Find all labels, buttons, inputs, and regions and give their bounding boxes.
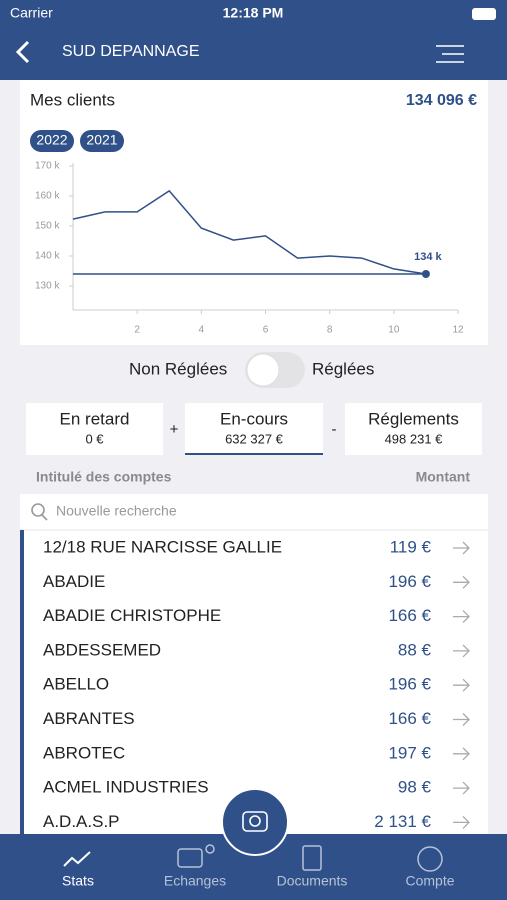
tab-label: Documents: [277, 873, 348, 889]
toggle-right: Réglées: [312, 359, 374, 378]
y-tick-label: 170 k: [35, 161, 60, 172]
back-button[interactable]: [15, 40, 30, 64]
tab-label: Compte: [405, 873, 454, 889]
search-icon: [41, 514, 48, 521]
menu-button[interactable]: [436, 45, 464, 63]
row-arrow: [453, 713, 470, 726]
toggle-knob: [246, 353, 280, 387]
row-arrow: [453, 575, 470, 589]
row-arrow: [453, 747, 470, 761]
row-amount: 119 €: [390, 537, 432, 556]
row-arrow: [453, 610, 470, 624]
summary-box[interactable]: [345, 403, 482, 455]
operator: +: [170, 421, 179, 438]
header-title: SUD DEPANNAGE: [62, 43, 200, 60]
selected-underline: [185, 453, 323, 455]
row-amount: 196 €: [388, 572, 431, 591]
row-arrow: [453, 644, 470, 658]
row-arrow: [453, 815, 470, 829]
tab-icon: [177, 848, 203, 868]
row-amount: 98 €: [398, 778, 432, 797]
y-tick-label: 150 k: [35, 221, 60, 232]
row-name: ABELLO: [43, 675, 109, 694]
col-amount: Montant: [416, 469, 471, 485]
camera-icon: [242, 811, 268, 832]
summary-value: 498 231 €: [385, 431, 444, 446]
line-series: [72, 189, 427, 275]
row-amount: 166 €: [388, 606, 431, 625]
row-amount: 88 €: [398, 640, 432, 659]
summary-label: En-cours: [220, 409, 288, 428]
time: 12:18 PM: [223, 5, 284, 21]
year-tag[interactable]: [30, 130, 74, 152]
list-card: [20, 494, 488, 834]
card-title: Mes clients: [30, 90, 115, 109]
y-tick-label: 140 k: [35, 251, 60, 262]
row-name: 12/18 RUE NARCISSE GALLIE: [43, 537, 282, 556]
summary-label: En retard: [60, 409, 130, 428]
summary-label: Réglements: [368, 409, 459, 428]
row-name: ABRANTES: [43, 709, 135, 728]
y-tick-label: 160 k: [35, 191, 60, 202]
search-input[interactable]: Nouvelle recherche: [56, 503, 177, 519]
tab-icon: [302, 845, 322, 871]
year-tag[interactable]: [80, 130, 124, 152]
tab-label: Stats: [62, 873, 94, 889]
tab-icon: [63, 851, 91, 867]
year-tag-label: 2021: [86, 132, 117, 148]
operator: -: [332, 421, 337, 438]
row-arrow: [453, 678, 470, 692]
row-amount: 166 €: [388, 709, 431, 728]
row-amount: 197 €: [388, 743, 431, 762]
row-name: ACMEL INDUSTRIES: [43, 778, 209, 797]
list-accent: [20, 530, 24, 834]
chart-card: [20, 80, 488, 345]
nav-bar: [0, 0, 507, 80]
year-tag-label: 2022: [36, 132, 67, 148]
tab-icon: [205, 844, 215, 854]
card-total: 134 096 €: [406, 92, 477, 109]
battery: [472, 8, 496, 20]
tab-label: Echanges: [164, 873, 226, 889]
y-tick-label: 130 k: [35, 281, 60, 292]
end-point: [421, 270, 430, 278]
x-tick-label: 2: [134, 325, 140, 336]
x-tick-label: 10: [388, 325, 400, 336]
x-tick-label: 6: [263, 325, 269, 336]
row-name: ABADIE CHRISTOPHE: [43, 606, 221, 625]
camera-icon: [249, 815, 261, 827]
tab-icon: [417, 846, 443, 872]
toggle-left: Non Réglées: [129, 359, 227, 378]
annotation: 134 k: [414, 251, 442, 263]
x-tick-label: 4: [199, 325, 205, 336]
row-amount: 196 €: [388, 675, 431, 694]
summary-value: 632 327 €: [225, 431, 284, 446]
x-tick-label: 8: [327, 325, 333, 336]
row-amount: 2 131 €: [374, 812, 431, 831]
row-name: A.D.A.S.P: [43, 812, 120, 831]
summary-box[interactable]: [185, 403, 323, 455]
row-name: ABROTEC: [43, 743, 125, 762]
search-icon: [31, 503, 45, 517]
summary-value: 0 €: [85, 431, 104, 446]
carrier: Carrier: [10, 5, 53, 21]
row-name: ABADIE: [43, 572, 105, 591]
camera-button[interactable]: [221, 788, 289, 856]
col-name: Intitulé des comptes: [36, 469, 172, 485]
row-arrow: [453, 781, 470, 795]
row-name: ABDESSEMED: [43, 640, 161, 659]
summary-box[interactable]: [26, 403, 163, 455]
x-tick-label: 12: [452, 325, 464, 336]
row-arrow: [453, 541, 470, 555]
